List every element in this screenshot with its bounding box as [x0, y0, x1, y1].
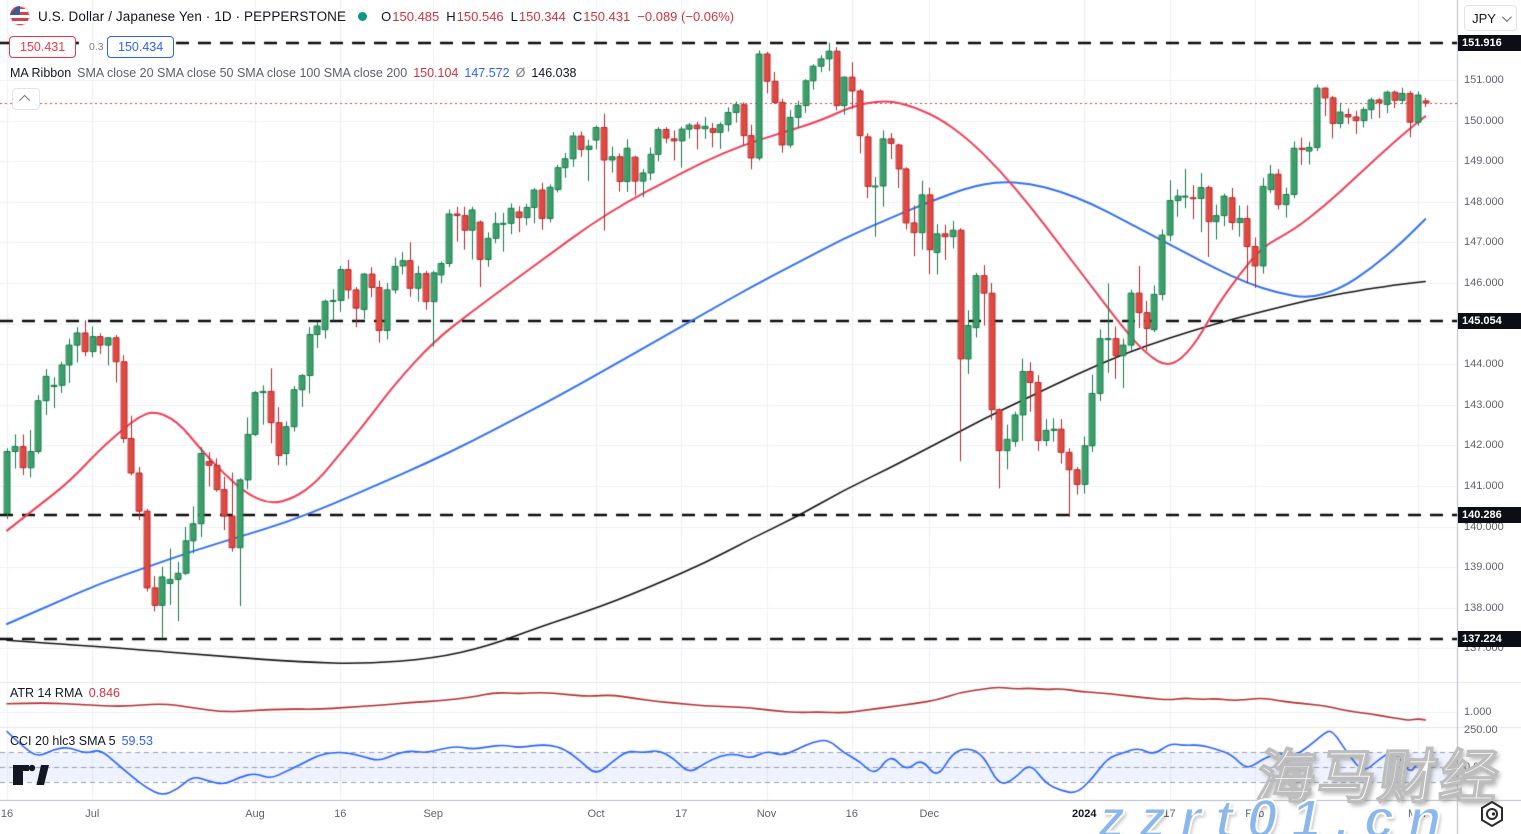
spread-value: 0.3 [86, 41, 107, 53]
price-tick-label: 138.000 [1464, 601, 1504, 614]
price-tick-label: 142.000 [1464, 439, 1504, 452]
high-label: H [446, 8, 456, 24]
buy-button[interactable]: 150.434 [107, 36, 175, 58]
time-tick-label: Sep [423, 808, 444, 820]
time-tick-label: 16 [845, 808, 858, 820]
ma-ribbon-title[interactable]: MA Ribbon [10, 66, 72, 80]
level-price-label: 140.286 [1458, 506, 1521, 523]
tradingview-logo-icon[interactable] [12, 762, 50, 788]
time-tick-label: Nov [756, 808, 777, 820]
change-value: −0.089 (−0.06%) [637, 8, 735, 24]
currency-label: JPY [1472, 10, 1496, 26]
price-tick-label: 144.000 [1464, 358, 1504, 371]
pane-tick-label: 0.00 [1464, 761, 1486, 773]
close-value: 150.431 [583, 8, 631, 24]
symbol-header: U.S. Dollar / Japanese Yen · 1D · PEPPER… [0, 0, 1465, 32]
time-tick-label: 2024 [1072, 808, 1097, 820]
time-tick-label: Dec [919, 808, 940, 820]
collapse-legend-button[interactable] [12, 88, 40, 110]
price-axis[interactable]: 151.000 150.000 149.000 148.000 147.000 146.0… [1457, 0, 1521, 800]
watermark-site-url: zzrt01.cn [1097, 788, 1456, 834]
sell-button[interactable]: 150.431 [9, 36, 77, 58]
pane-tick-label: 1.000 [1464, 706, 1492, 718]
price-tick-label: 146.000 [1464, 277, 1504, 289]
us-flag-icon [10, 6, 30, 26]
time-tick-label: Jul [85, 808, 100, 820]
level-price-label: 137.224 [1458, 631, 1521, 648]
price-tick-label: 141.000 [1464, 480, 1504, 492]
ma-ribbon-params: SMA close 20 SMA close 50 SMA close 100 … [77, 66, 408, 80]
level-price-label: 151.916 [1458, 34, 1521, 51]
price-tick-label: 143.000 [1464, 398, 1504, 411]
price-tick-label: 140.000 [1464, 520, 1504, 533]
time-tick-label: Aug [245, 808, 265, 820]
low-value: 150.344 [518, 8, 566, 24]
time-tick-label: Feb [1245, 808, 1265, 820]
cci-value: 59.53 [121, 734, 153, 748]
time-tick-label: 16 [334, 808, 347, 820]
price-tick-label: 147.000 [1464, 236, 1504, 249]
low-label: L [510, 8, 518, 24]
chevron-up-icon [18, 94, 31, 107]
price-tick-label: 150.000 [1464, 114, 1504, 127]
price-tick-label: 148.000 [1464, 195, 1504, 208]
chevron-down-icon [1501, 11, 1512, 22]
time-tick-label: 16 [0, 808, 14, 820]
open-value: 150.485 [392, 8, 440, 24]
symbol-title[interactable]: U.S. Dollar / Japanese Yen · 1D · PEPPER… [38, 8, 347, 24]
close-label: C [572, 8, 583, 24]
sma50-value: 147.572 [464, 66, 510, 80]
time-tick-label: 17 [1163, 808, 1176, 820]
atr-legend: ATR 14 RMA 0.846 [10, 686, 120, 700]
cci-title[interactable]: CCI 20 hlc3 SMA 5 [10, 734, 116, 748]
level-price-label: 145.054 [1458, 313, 1521, 330]
time-tick-label: Oct [587, 808, 605, 820]
ohlc-values: O150.485 H150.546 L150.344 C150.431 −0.0… [381, 9, 734, 24]
atr-title[interactable]: ATR 14 RMA [10, 686, 83, 700]
pane-tick-label: 250.00 [1464, 724, 1498, 736]
watermark-hexagon-icon [1481, 800, 1503, 828]
sma20-value: 150.104 [413, 66, 459, 80]
price-tick-label: 139.000 [1464, 561, 1504, 574]
market-open-dot-icon [358, 11, 368, 21]
atr-value: 0.846 [88, 686, 120, 700]
price-tick-label: 149.000 [1464, 155, 1504, 168]
high-value: 150.546 [456, 8, 504, 24]
price-tick-label: 151.000 [1464, 74, 1504, 86]
cci-legend: CCI 20 hlc3 SMA 5 59.53 [10, 734, 153, 748]
sma200-value: 146.038 [531, 66, 577, 80]
time-axis[interactable]: 16 Jul Aug 16 Sep Oct 17 Nov 16 Dec 2024 17 Feb Mar [0, 800, 1457, 834]
time-tick-label: Mar [1408, 808, 1427, 820]
open-label: O [381, 8, 392, 24]
sma-empty-symbol: Ø [515, 66, 526, 80]
ma-ribbon-legend: MA Ribbon SMA close 20 SMA close 50 SMA … [10, 66, 577, 80]
currency-selector-button[interactable]: JPY [1464, 5, 1517, 31]
time-tick-label: 17 [675, 808, 688, 820]
